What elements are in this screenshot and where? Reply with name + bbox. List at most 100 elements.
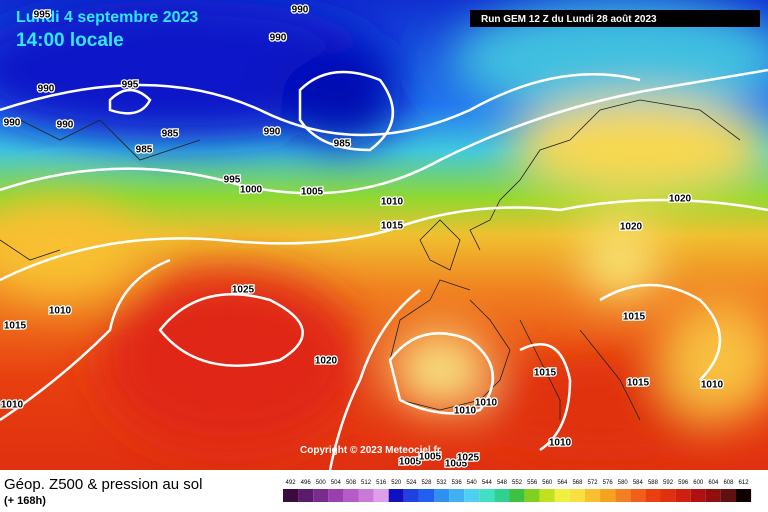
isobar-label: 990: [292, 5, 309, 16]
isobar-label: 1015: [623, 312, 646, 323]
date-label: Lundi 4 septembre 2023: [16, 9, 198, 26]
scale-swatch: [705, 489, 721, 502]
scale-swatch: [524, 489, 540, 502]
scale-swatch: [434, 489, 450, 502]
color-scale: 492 496 500 504 508 512 516 520 524 528 532 536 540 5…: [283, 480, 752, 502]
scale-label: 556: [527, 480, 538, 486]
scale-label: 536: [452, 480, 463, 486]
isobar-label: 1025: [232, 285, 255, 296]
isobar-label: 990: [264, 127, 281, 138]
scale-swatch: [554, 489, 570, 502]
isobar-label: 1010: [1, 400, 24, 411]
isobar-label: 1015: [534, 368, 557, 379]
scale-swatch: [464, 489, 480, 502]
scale-label: 584: [633, 480, 644, 486]
scale-swatch: [600, 489, 616, 502]
isobar-label: 985: [136, 145, 153, 156]
isobar-label: 1000: [240, 185, 263, 196]
scale-label: 580: [618, 480, 629, 486]
scale-swatch: [569, 489, 585, 502]
isobar-label: 985: [162, 129, 179, 140]
scale-swatch: [736, 489, 752, 502]
time-label: 14:00 locale: [16, 30, 124, 51]
isobar-label: 1010: [475, 398, 498, 409]
scale-swatch: [720, 489, 736, 502]
isobar-label: 1005: [399, 457, 422, 468]
scale-swatch: [509, 489, 525, 502]
scale-swatch: [298, 489, 314, 502]
isobar-label: 995: [34, 10, 51, 21]
isobar-label: 1015: [627, 378, 650, 389]
scale-swatch: [403, 489, 419, 502]
scale-label: 548: [497, 480, 508, 486]
isobar-label: 1010: [49, 306, 72, 317]
scale-label: 496: [301, 480, 312, 486]
scale-swatch: [585, 489, 601, 502]
scale-swatch: [675, 489, 691, 502]
isobar-label: 1005: [445, 459, 468, 470]
scale-label: 524: [406, 480, 417, 486]
scale-label: 540: [467, 480, 478, 486]
scale-label: 544: [482, 480, 493, 486]
scale-label: 516: [376, 480, 387, 486]
isobar-label: 990: [57, 120, 74, 131]
isobar-label: 1010: [549, 438, 572, 449]
scale-label: 528: [421, 480, 432, 486]
isobar-label: 985: [334, 139, 351, 150]
scale-label: 608: [723, 480, 734, 486]
scale-swatch: [630, 489, 646, 502]
legend-subtitle: (+ 168h): [4, 495, 46, 507]
isobar-label: 1010: [701, 380, 724, 391]
scale-swatch: [343, 489, 359, 502]
isobar-label: 990: [4, 118, 21, 129]
scale-swatch: [615, 489, 631, 502]
isobar-label: 995: [224, 175, 241, 186]
run-box: [470, 10, 760, 27]
scale-label: 568: [572, 480, 583, 486]
map-field: [0, 0, 768, 470]
scale-label: 500: [316, 480, 327, 486]
scale-swatch: [645, 489, 661, 502]
scale-swatch: [373, 489, 389, 502]
scale-swatch: [388, 489, 404, 502]
isobar-label: 1010: [381, 197, 404, 208]
scale-label: 504: [331, 480, 342, 486]
isobar-label: 1010: [454, 406, 477, 417]
scale-swatch: [328, 489, 344, 502]
scale-swatch: [479, 489, 495, 502]
scale-swatch: [418, 489, 434, 502]
isobar-label: 990: [270, 33, 287, 44]
legend-title: Géop. Z500 & pression au sol: [4, 476, 202, 493]
scale-label: 612: [739, 480, 750, 486]
isobar-label: 1020: [669, 194, 692, 205]
scale-label: 492: [286, 480, 297, 486]
scale-swatch: [690, 489, 706, 502]
scale-swatch: [660, 489, 676, 502]
isobar-label: 1005: [419, 452, 442, 463]
scale-swatch: [449, 489, 465, 502]
scale-swatch: [358, 489, 374, 502]
scale-label: 596: [678, 480, 689, 486]
isobar-label: 990: [38, 84, 55, 95]
scale-swatch: [313, 489, 329, 502]
scale-label: 604: [708, 480, 719, 486]
scale-label: 592: [663, 480, 674, 486]
scale-label: 512: [361, 480, 372, 486]
scale-label: 552: [512, 480, 523, 486]
scale-label: 532: [437, 480, 448, 486]
isobar-label: 1015: [381, 221, 404, 232]
scale-label: 560: [542, 480, 553, 486]
scale-label: 588: [648, 480, 659, 486]
isobar-label: 995: [122, 80, 139, 91]
copyright: Copyright © 2023 Meteociel.fr: [300, 445, 441, 456]
scale-label: 600: [693, 480, 704, 486]
isobar-label: 1020: [315, 356, 338, 367]
scale-label: 564: [557, 480, 568, 486]
isobar-label: 1005: [301, 187, 324, 198]
isobar-label: 1015: [4, 321, 27, 332]
scale-swatch: [494, 489, 510, 502]
scale-label: 520: [391, 480, 402, 486]
run-label: Run GEM 12 Z du Lundi 28 août 2023: [481, 14, 657, 25]
